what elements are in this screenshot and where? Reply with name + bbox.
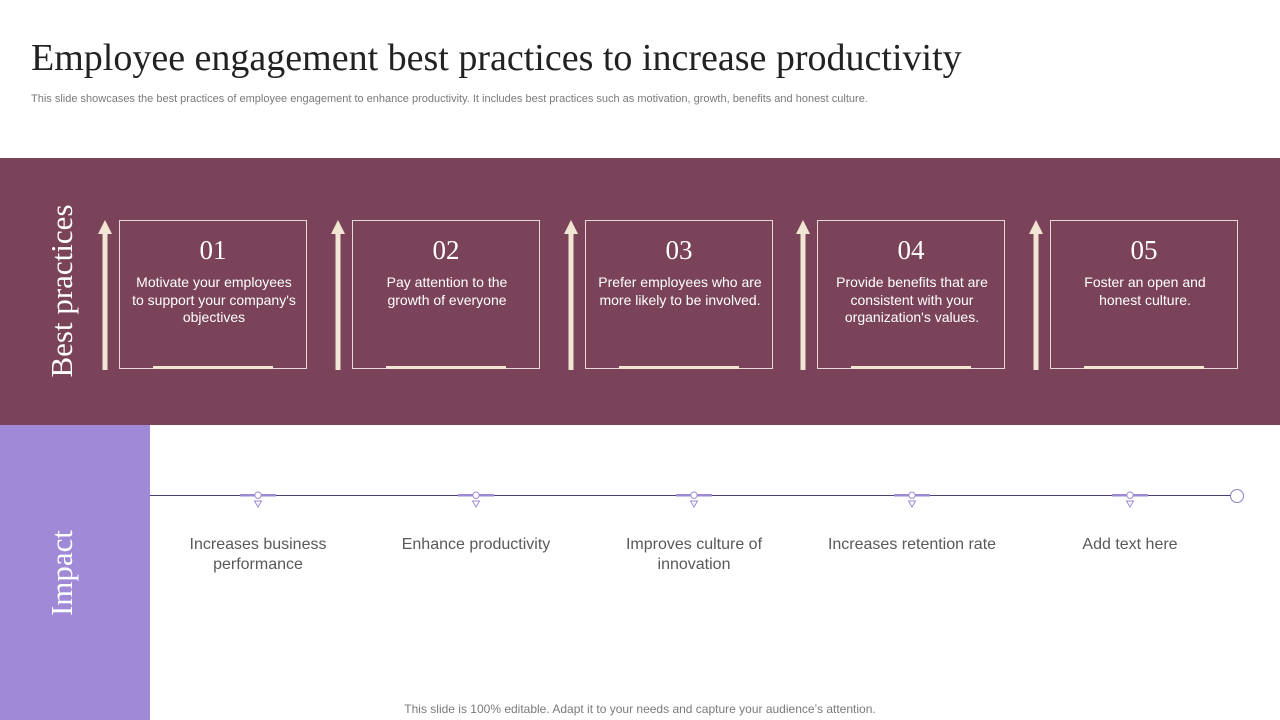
practice-text: Motivate your employees to support your … bbox=[132, 274, 296, 325]
card-underline bbox=[619, 366, 739, 369]
up-arrow-icon bbox=[1029, 220, 1043, 370]
impact-item-text: Add text here bbox=[1082, 536, 1178, 553]
practice-number: 01 bbox=[199, 235, 227, 265]
practice-number: 04 bbox=[897, 235, 925, 265]
timeline-marker-icon bbox=[1112, 491, 1148, 508]
practice-card-01: 01 Motivate your employees to support yo… bbox=[119, 220, 307, 369]
practice-text: Prefer employees who are more likely to … bbox=[598, 274, 762, 308]
best-practices-band bbox=[0, 158, 1280, 425]
up-arrow-icon bbox=[796, 220, 810, 370]
practice-text: Provide benefits that are consistent wit… bbox=[836, 274, 988, 325]
best-practices-label: Best practices bbox=[44, 204, 79, 378]
impact-item-text: Increases business performance bbox=[189, 536, 327, 573]
card-underline bbox=[851, 366, 971, 369]
impact-item-text: Increases retention rate bbox=[827, 536, 997, 553]
practice-text: Foster an open and honest culture. bbox=[1084, 274, 1206, 308]
card-underline bbox=[1084, 366, 1204, 369]
slide-title: Employee engagement best practices to in… bbox=[31, 37, 962, 79]
practice-number: 05 bbox=[1130, 235, 1158, 265]
practice-number: 02 bbox=[432, 235, 460, 265]
timeline-marker-icon bbox=[240, 491, 276, 508]
impact-item-text: Enhance productivity bbox=[401, 536, 551, 553]
impact-item-text: Improves culture of innovation bbox=[625, 536, 763, 573]
card-underline bbox=[153, 366, 273, 369]
card-underline bbox=[386, 366, 506, 369]
timeline-end-circle-icon bbox=[1230, 489, 1244, 503]
up-arrow-icon bbox=[98, 220, 112, 370]
slide-footer: This slide is 100% editable. Adapt it to… bbox=[404, 702, 876, 716]
practice-card-04: 04 Provide benefits that are consistent … bbox=[817, 220, 1005, 369]
up-arrow-icon bbox=[564, 220, 578, 370]
practice-card-02: 02 Pay attention to the growth of everyo… bbox=[352, 220, 540, 369]
up-arrow-icon bbox=[331, 220, 345, 370]
slide-subtitle: This slide showcases the best practices … bbox=[31, 93, 868, 105]
practice-number: 03 bbox=[665, 235, 693, 265]
impact-label: Impact bbox=[44, 529, 79, 617]
timeline-marker-icon bbox=[894, 491, 930, 508]
timeline-marker-icon bbox=[676, 491, 712, 508]
practice-card-03: 03 Prefer employees who are more likely … bbox=[585, 220, 773, 369]
impact-panel bbox=[0, 425, 150, 720]
timeline-marker-icon bbox=[458, 491, 494, 508]
practice-card-05: 05 Foster an open and honest culture. bbox=[1050, 220, 1238, 369]
practice-text: Pay attention to the growth of everyone bbox=[386, 274, 508, 308]
